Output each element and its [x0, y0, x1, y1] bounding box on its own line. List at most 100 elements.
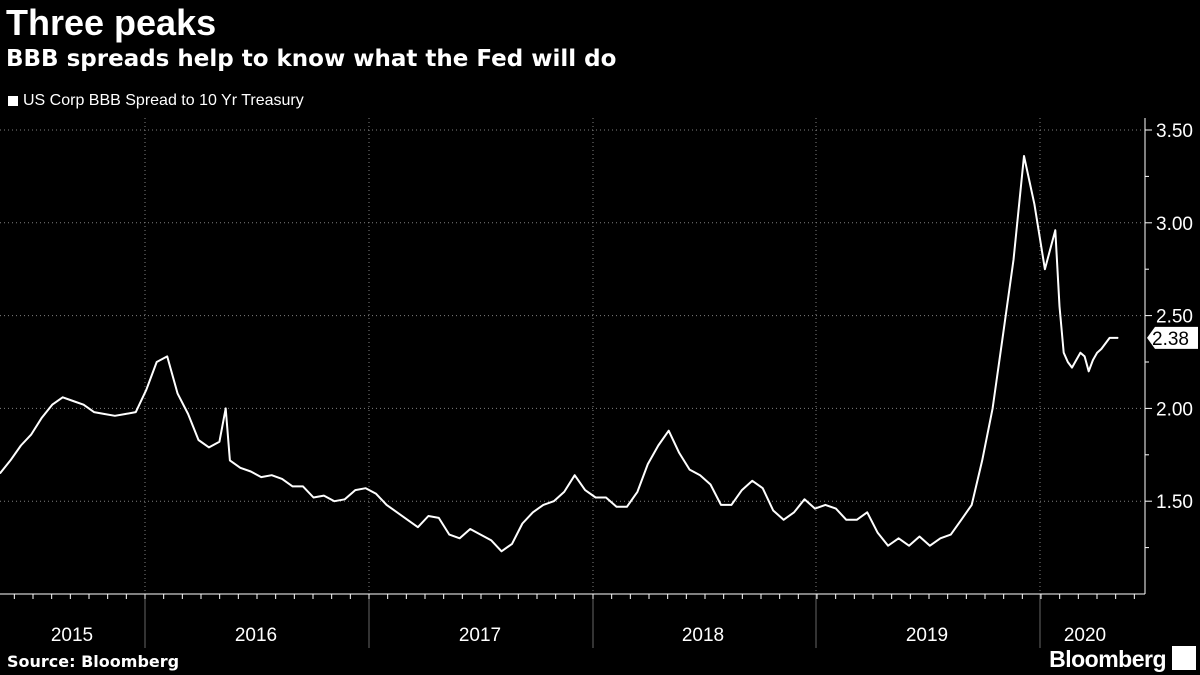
- y-tick-label: 1.50: [1156, 492, 1193, 513]
- data-point: [1092, 359, 1094, 361]
- data-point: [469, 528, 471, 530]
- y-tick-label: 3.50: [1156, 121, 1193, 142]
- data-point: [62, 396, 64, 398]
- data-point: [1075, 359, 1077, 361]
- data-point: [939, 537, 942, 539]
- data-point: [51, 404, 53, 406]
- data-point: [730, 504, 733, 506]
- data-point: [490, 539, 492, 541]
- data-point: [918, 535, 921, 538]
- data-point: [908, 545, 910, 547]
- data-point: [365, 487, 367, 489]
- data-point: [302, 485, 304, 487]
- data-point: [218, 441, 220, 443]
- data-point: [30, 433, 32, 435]
- data-point: [971, 504, 973, 506]
- data-point: [292, 485, 294, 487]
- data-point: [177, 393, 179, 395]
- data-point: [793, 511, 795, 513]
- legend-label: US Corp BBB Spread to 10 Yr Treasury: [23, 92, 304, 109]
- data-point: [239, 467, 241, 469]
- legend-swatch: [8, 96, 18, 106]
- source-note: Source: Bloomberg: [7, 652, 180, 671]
- data-point: [124, 413, 126, 415]
- data-point: [845, 519, 847, 521]
- data-point: [814, 508, 816, 510]
- data-point: [741, 489, 743, 491]
- data-point: [93, 411, 95, 413]
- data-point: [459, 537, 461, 539]
- data-point: [20, 444, 22, 447]
- data-point: [333, 500, 335, 502]
- data-point: [835, 508, 837, 510]
- data-point: [281, 478, 283, 480]
- data-point: [574, 474, 576, 476]
- chart-title: Three peaks: [6, 2, 217, 43]
- data-point: [83, 404, 85, 406]
- data-point: [250, 470, 252, 473]
- data-point: [1100, 348, 1102, 350]
- data-point: [511, 543, 513, 545]
- data-point: [1058, 305, 1061, 307]
- data-point: [72, 400, 74, 402]
- data-point: [1071, 367, 1073, 369]
- data-point: [417, 526, 419, 528]
- x-tick-label: 2016: [235, 625, 277, 646]
- data-point: [824, 504, 827, 506]
- x-tick-label: 2018: [682, 625, 724, 646]
- data-point: [480, 534, 482, 536]
- data-point: [762, 487, 764, 489]
- data-point: [720, 504, 722, 506]
- data-point: [103, 413, 106, 415]
- data-point: [887, 545, 889, 547]
- data-point: [312, 496, 315, 499]
- last-value-tag: [1147, 326, 1198, 349]
- data-point: [960, 519, 962, 521]
- data-point: [375, 493, 377, 495]
- data-point: [197, 439, 200, 441]
- data-point: [856, 519, 858, 521]
- data-point: [225, 407, 227, 409]
- data-point: [595, 496, 597, 499]
- legend: US Corp BBB Spread to 10 Yr Treasury: [8, 92, 304, 110]
- data-point: [647, 463, 649, 465]
- data-point: [657, 444, 659, 447]
- data-point: [542, 504, 544, 506]
- data-point: [992, 407, 994, 409]
- data-point: [396, 511, 398, 513]
- data-point: [406, 519, 409, 521]
- data-point: [1096, 352, 1098, 354]
- data-point: [114, 415, 116, 417]
- data-point: [866, 511, 868, 513]
- data-point: [9, 459, 11, 461]
- data-point: [1117, 337, 1119, 339]
- data-point: [1113, 337, 1115, 339]
- data-point: [709, 483, 712, 486]
- x-tick-label: 2019: [906, 625, 948, 646]
- x-tick-label: 2020: [1064, 625, 1106, 646]
- data-point: [438, 517, 440, 519]
- data-point: [783, 519, 785, 521]
- data-point: [166, 355, 168, 357]
- data-point: [1033, 203, 1035, 205]
- data-point: [135, 411, 137, 413]
- data-point: [386, 504, 388, 506]
- x-tick-label: 2017: [459, 625, 501, 646]
- data-point: [260, 476, 262, 478]
- data-point: [668, 430, 670, 432]
- data-point: [187, 413, 189, 415]
- bloomberg-icon: [1172, 646, 1196, 670]
- data-point: [615, 506, 618, 508]
- data-point: [271, 474, 273, 476]
- data-point: [41, 417, 43, 419]
- data-point: [898, 537, 900, 539]
- last-value-label: 2.38: [1152, 329, 1189, 350]
- data-point: [521, 522, 524, 525]
- data-point: [0, 472, 1, 474]
- data-point: [689, 469, 691, 471]
- data-point: [1002, 333, 1004, 335]
- data-point: [156, 361, 158, 363]
- data-point: [584, 489, 586, 491]
- data-point: [772, 509, 774, 512]
